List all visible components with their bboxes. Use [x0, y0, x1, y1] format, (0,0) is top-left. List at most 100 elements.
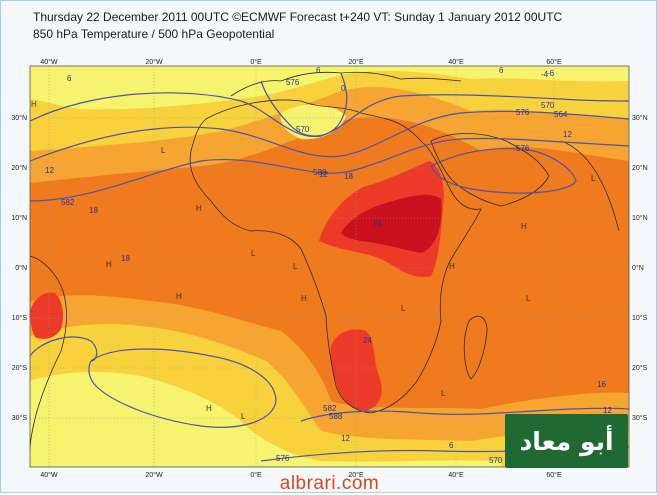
very-hot-core: [341, 194, 442, 253]
contour-label: 570: [296, 125, 310, 134]
logo: أبو معاد: [505, 414, 628, 468]
pressure-mark: H: [196, 204, 202, 213]
temperature-label: 6: [316, 66, 321, 75]
top-lon-label: 40°E: [448, 58, 464, 66]
contour-labels: 576 570 582 588 576 570 564 576 582 588 …: [61, 78, 568, 465]
left-lat-label: 0°N: [15, 264, 27, 272]
hot-area-southern-africa: [330, 329, 382, 411]
contour-588-south-loop: [88, 348, 277, 428]
bottom-lon-label: 0°E: [250, 471, 262, 479]
left-lat-label: 30°S: [12, 414, 28, 422]
temperature-label: 24: [373, 219, 382, 228]
temperature-label: -6: [547, 69, 555, 78]
contour-570-north: [260, 72, 348, 137]
top-lon-label: 60°E: [546, 58, 562, 66]
temperature-label: 12: [341, 434, 350, 443]
contour-588-north: [30, 137, 629, 202]
plot-border: [29, 65, 630, 468]
contour-label: 582: [323, 404, 337, 413]
pressure-mark: L: [441, 389, 446, 398]
madagascar-coast: [463, 315, 488, 380]
contour-label: 576: [516, 108, 530, 117]
cold-band-north: [30, 66, 629, 110]
temperature-label: -4: [541, 70, 549, 79]
axis-labels: 40°W40°W20°W20°W0°E0°E20°E20°E40°E40°E60…: [11, 58, 647, 479]
contour-label: 570: [489, 456, 503, 465]
pressure-mark: L: [293, 262, 298, 271]
pressure-mark: H: [449, 262, 455, 271]
right-lat-label: 20°S: [632, 364, 648, 372]
contour-label: 576: [276, 454, 290, 463]
temperature-label: 18: [344, 172, 353, 181]
bottom-lon-label: 40°W: [40, 471, 58, 479]
top-lon-label: 40°W: [40, 58, 58, 66]
pressure-mark: L: [241, 412, 246, 421]
pressure-mark: H: [106, 260, 112, 269]
right-lat-label: 30°N: [632, 114, 648, 122]
top-lon-label: 20°E: [348, 58, 364, 66]
contour-label: 582: [61, 198, 75, 207]
bottom-lon-label: 20°W: [145, 471, 163, 479]
pressure-mark: L: [251, 249, 256, 258]
pressure-mark: H: [31, 100, 37, 109]
left-lat-label: 30°N: [11, 114, 27, 122]
africa-coast: [189, 99, 482, 414]
india-coast: [560, 140, 620, 232]
pressure-mark: H: [301, 294, 307, 303]
contour-label: 588: [329, 412, 343, 421]
temperature-label: 24: [363, 336, 372, 345]
graticule: [30, 66, 629, 467]
contour-582-north: [30, 110, 629, 162]
pressure-mark: L: [401, 304, 406, 313]
pressure-mark: L: [161, 146, 166, 155]
right-lat-label: 10°N: [632, 214, 648, 222]
temperature-label: 12: [319, 170, 328, 179]
contour-label: 576: [516, 144, 530, 153]
bottom-lon-label: 40°E: [448, 471, 464, 479]
contour-588-east: [430, 147, 577, 194]
south-america-coast: [30, 255, 67, 452]
temperature-label: 6: [67, 74, 72, 83]
pressure-mark: H: [206, 404, 212, 413]
pressure-mark: L: [591, 174, 596, 183]
contour-label: 576: [286, 78, 300, 87]
contour-582-south: [30, 336, 98, 362]
temperature-label: 6: [449, 441, 454, 450]
temperature-label: 12: [603, 406, 612, 415]
top-lon-label: 20°W: [145, 58, 163, 66]
right-lat-label: 0°N: [632, 264, 644, 272]
top-lon-label: 0°E: [250, 58, 262, 66]
forecast-subtitle: 850 hPa Temperature / 500 hPa Geopotenti…: [33, 27, 275, 41]
bottom-lon-label: 20°E: [348, 471, 364, 479]
forecast-title: Thursday 22 December 2011 00UTC ©ECMWF F…: [33, 10, 563, 24]
contour-label: 564: [554, 110, 568, 119]
temperature-label: 18: [121, 254, 130, 263]
right-lat-label: 30°S: [632, 414, 648, 422]
contour-576-north: [30, 92, 629, 138]
contour-label: 570: [541, 101, 555, 110]
temperature-labels: -6 0 6 12 18 12 18 24 24 18 12 6 -4 6 12…: [45, 66, 612, 450]
temperature-label: 16: [597, 380, 606, 389]
bottom-lon-label: 60°E: [546, 471, 562, 479]
pressure-mark: L: [526, 294, 531, 303]
contour-label: 588: [313, 168, 327, 177]
pressure-marks: H L H L H L H L H H L L H L H L: [31, 100, 596, 421]
temperature-label: 12: [45, 166, 54, 175]
pressure-mark: H: [176, 292, 182, 301]
hot-area-brazil: [30, 292, 63, 339]
watermark-url: albrari.com: [279, 473, 380, 494]
cold-band-south: [30, 371, 501, 467]
left-lat-label: 20°N: [11, 164, 27, 172]
left-lat-label: 10°S: [12, 314, 28, 322]
right-lat-label: 20°N: [632, 164, 648, 172]
temperature-label: 0: [341, 84, 346, 93]
temperature-label: 6: [499, 66, 504, 75]
temperature-label: 18: [89, 206, 98, 215]
left-lat-label: 10°N: [11, 214, 27, 222]
contour-576-south: [300, 407, 629, 422]
pressure-mark: H: [521, 222, 527, 231]
left-lat-label: 20°S: [12, 364, 28, 372]
temperature-label: 12: [563, 130, 572, 139]
